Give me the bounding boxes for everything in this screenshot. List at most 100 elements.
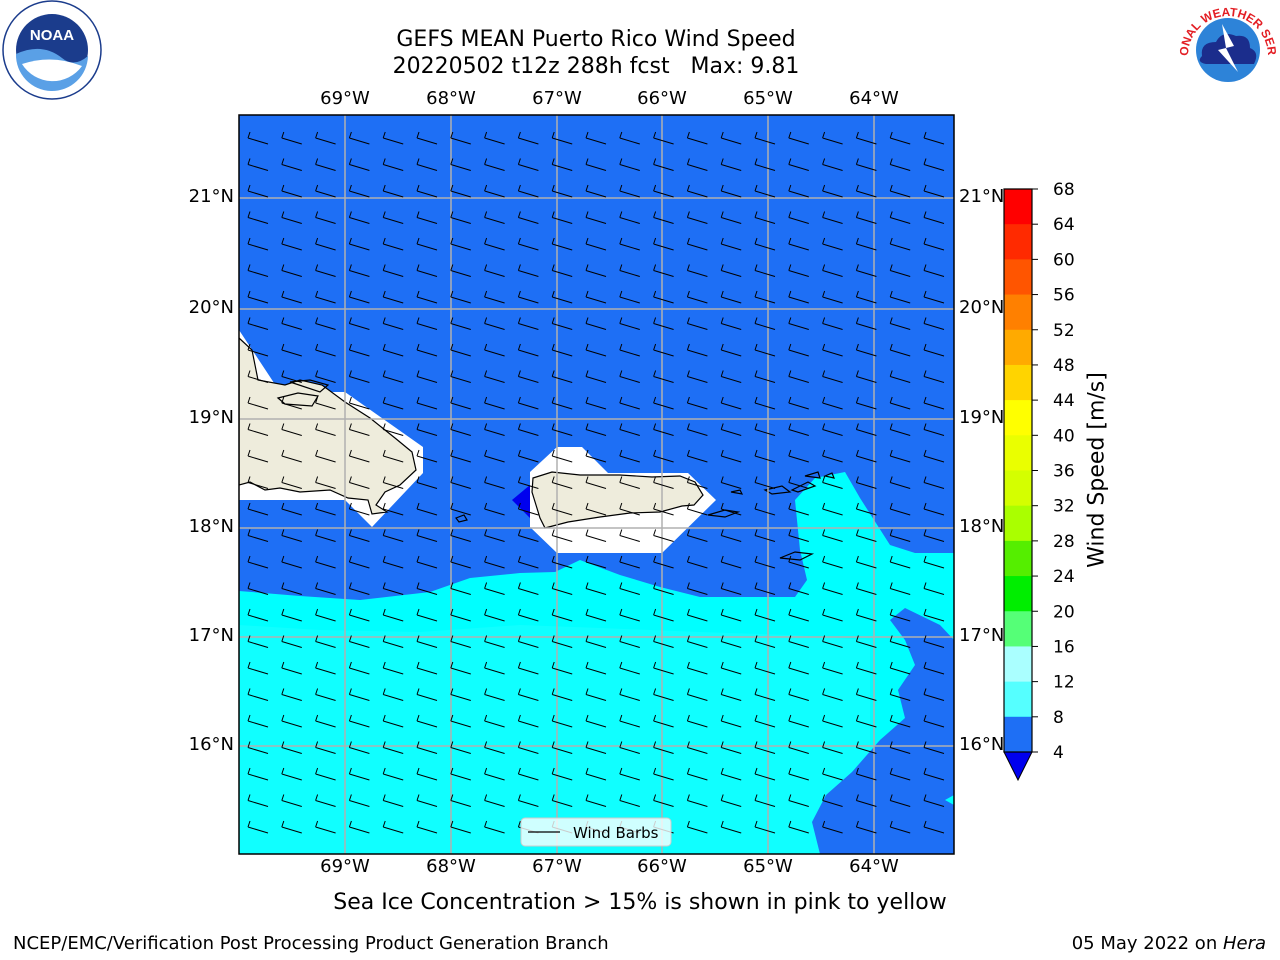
ocean-4-8-southeast [812, 608, 954, 854]
wind-barb [281, 661, 302, 675]
wind-barb [889, 582, 911, 595]
colorbar-tick-label: 40 [1053, 426, 1075, 446]
wind-barb [348, 529, 370, 542]
wind-barb [889, 317, 911, 330]
wind-barb [619, 767, 640, 781]
wind-barb [247, 529, 269, 542]
wind-barb [484, 688, 505, 701]
wind-barb [619, 131, 640, 145]
wind-barb [517, 502, 539, 516]
lon-tick-bottom: 68°W [426, 856, 476, 877]
wind-barb [855, 158, 877, 171]
wind-barb [315, 423, 336, 436]
wind-barb [653, 608, 674, 622]
wind-barb [315, 211, 336, 224]
wind-barb [315, 714, 336, 728]
wind-barb [923, 158, 945, 171]
wind-barb [484, 184, 505, 198]
wind-barb [517, 741, 539, 754]
wind-barb [484, 767, 505, 781]
lat-tick-left: 19°N [188, 407, 234, 428]
wind-barb [247, 449, 269, 463]
wind-barb [315, 767, 336, 781]
wind-barb [450, 370, 471, 383]
wind-barb [348, 317, 370, 330]
wind-barb [348, 396, 370, 410]
wind-barb [450, 502, 471, 516]
colorbar-segment [1004, 329, 1032, 366]
wind-barb [484, 714, 505, 728]
wind-barb [923, 555, 945, 569]
wind-barb [281, 449, 302, 463]
wind-barb [788, 317, 809, 330]
wind-barb [551, 423, 573, 436]
wind-barb [382, 502, 404, 516]
wind-barb [450, 396, 471, 410]
wind-barb [923, 237, 945, 251]
wind-barb [517, 794, 539, 807]
wind-barb [348, 131, 370, 145]
wind-barb [686, 211, 708, 224]
wind-barb [247, 317, 269, 330]
wind-barb [348, 741, 370, 754]
wind-barb [416, 767, 438, 781]
colorbar-segment [1004, 364, 1032, 401]
wind-barb [653, 449, 674, 463]
wind-barb [822, 158, 843, 171]
wind-barb [822, 370, 843, 383]
wind-barb [517, 317, 539, 330]
wind-barb [653, 184, 674, 198]
wind-barb [754, 184, 776, 198]
wind-barb [517, 237, 539, 251]
wind-barb [348, 661, 370, 675]
wind-barb [348, 688, 370, 701]
nws-logo: NATIONAL WEATHER SERVICE [1177, 2, 1279, 98]
wind-barb [517, 582, 539, 595]
wind-barb [855, 555, 877, 569]
wind-barb [281, 476, 302, 489]
wind-barb [382, 820, 404, 834]
chart-title: GEFS MEAN Puerto Rico Wind Speed 2022050… [0, 26, 1192, 80]
wind-barb [450, 131, 471, 145]
wind-barb [551, 794, 573, 807]
colorbar-segment [1004, 224, 1032, 260]
wind-barb [416, 211, 438, 224]
wind-barb [585, 794, 607, 807]
wind-barb [855, 529, 877, 542]
wind-barb [551, 131, 573, 145]
wind-barb [720, 767, 742, 781]
wind-barb [822, 317, 843, 330]
lat-tick-right: 21°N [959, 186, 1005, 207]
wind-barb [619, 184, 640, 198]
wind-barb [923, 794, 945, 807]
wind-barb [585, 741, 607, 754]
wind-barb [450, 794, 471, 807]
wind-barb [720, 820, 742, 834]
wind-barb [788, 343, 809, 357]
wind-barb [281, 423, 302, 436]
wind-barb [822, 767, 843, 781]
wind-barb [653, 264, 674, 277]
wind-barb [788, 555, 809, 569]
caption: Sea Ice Concentration > 15% is shown in … [333, 890, 947, 915]
colorbar-tick-label: 8 [1053, 708, 1064, 728]
wind-barb [348, 794, 370, 807]
wind-barb [551, 767, 573, 781]
wind-barb [720, 449, 742, 463]
lon-tick-bottom: 67°W [532, 856, 582, 877]
wind-barb [788, 370, 809, 383]
wind-barb [382, 741, 404, 754]
wind-barb [585, 131, 607, 145]
wind-barb [653, 794, 674, 807]
wind-barb [855, 396, 877, 410]
wind-barb [281, 370, 302, 383]
wind-barb [822, 290, 843, 304]
wind-barb [788, 264, 809, 277]
lon-tick-bottom: 64°W [849, 856, 899, 877]
wind-barb [281, 635, 302, 648]
wind-barb [484, 820, 505, 834]
wind-barb [348, 184, 370, 198]
wind-barb [923, 688, 945, 701]
wind-barb [822, 529, 843, 542]
wind-barb [416, 423, 438, 436]
